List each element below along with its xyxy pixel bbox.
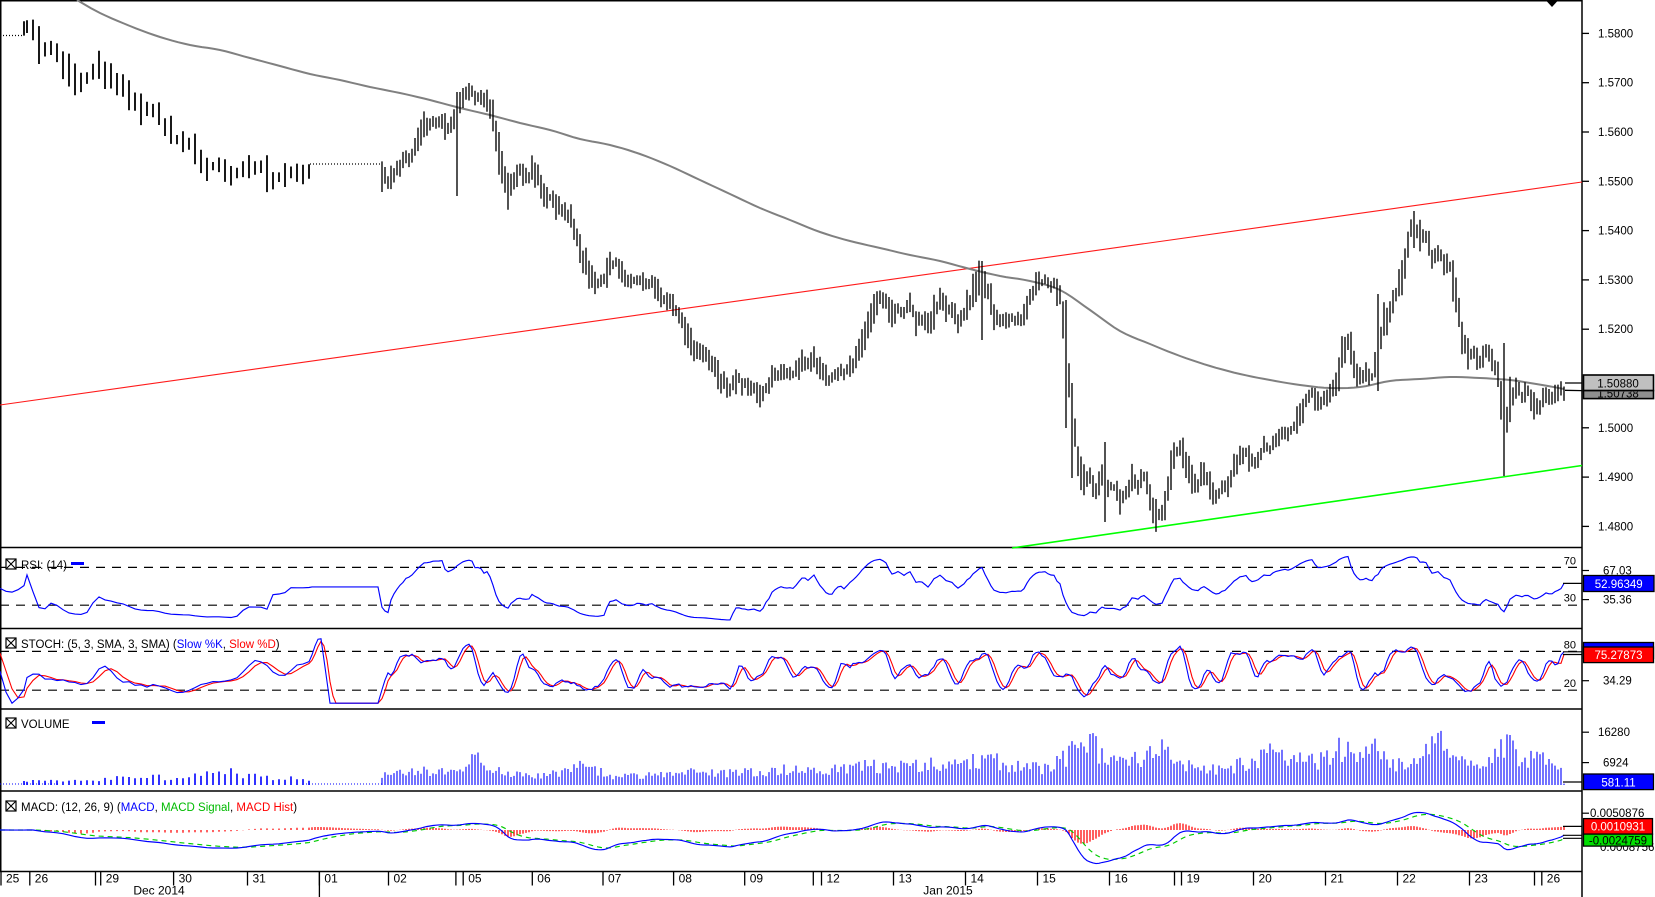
svg-text:02: 02	[394, 872, 408, 886]
svg-text:07: 07	[608, 872, 622, 886]
svg-text:26: 26	[1547, 872, 1561, 886]
svg-text:52.96349: 52.96349	[1595, 579, 1643, 591]
svg-text:70: 70	[1564, 556, 1576, 568]
svg-text:Jan 2015: Jan 2015	[923, 884, 973, 897]
svg-text:20: 20	[1564, 678, 1576, 690]
svg-text:6924: 6924	[1603, 758, 1629, 770]
svg-text:09: 09	[750, 872, 764, 886]
svg-text:01: 01	[324, 872, 338, 886]
svg-text:20: 20	[1259, 872, 1273, 886]
svg-text:0.0010931: 0.0010931	[1591, 822, 1645, 834]
svg-text:23: 23	[1475, 872, 1489, 886]
svg-text:1.5800: 1.5800	[1598, 28, 1633, 40]
svg-text:STOCH: (5, 3, SMA, 3, SMA) (Sl: STOCH: (5, 3, SMA, 3, SMA) (Slow %K, Slo…	[21, 639, 280, 651]
svg-text:1.50880: 1.50880	[1597, 379, 1639, 391]
svg-text:15: 15	[1043, 872, 1057, 886]
svg-text:13: 13	[899, 872, 913, 886]
svg-text:1.5200: 1.5200	[1598, 324, 1633, 336]
svg-text:16: 16	[1115, 872, 1129, 886]
svg-text:35.36: 35.36	[1603, 595, 1632, 607]
svg-text:19: 19	[1187, 872, 1201, 886]
svg-text:1.4900: 1.4900	[1598, 472, 1633, 484]
svg-text:1.5500: 1.5500	[1598, 176, 1633, 188]
svg-text:30: 30	[1564, 593, 1576, 605]
svg-text:67.03: 67.03	[1603, 566, 1632, 578]
svg-text:-0.0024759: -0.0024759	[1589, 835, 1647, 847]
svg-text:22: 22	[1403, 872, 1417, 886]
svg-text:1.5400: 1.5400	[1598, 226, 1633, 238]
svg-text:31: 31	[253, 872, 267, 886]
svg-text:1.5000: 1.5000	[1598, 423, 1633, 435]
svg-text:VOLUME: VOLUME	[21, 719, 70, 731]
svg-text:75.27873: 75.27873	[1595, 650, 1643, 662]
svg-text:RSI: (14): RSI: (14)	[21, 560, 67, 572]
svg-text:1.5600: 1.5600	[1598, 127, 1633, 139]
svg-text:34.29: 34.29	[1603, 676, 1632, 688]
svg-text:Dec 2014: Dec 2014	[133, 884, 185, 897]
svg-text:08: 08	[679, 872, 693, 886]
svg-text:16280: 16280	[1598, 727, 1630, 739]
svg-text:581.11: 581.11	[1601, 777, 1635, 789]
svg-text:12: 12	[827, 872, 841, 886]
svg-text:06: 06	[537, 872, 551, 886]
svg-text:0.0050876: 0.0050876	[1590, 808, 1644, 820]
svg-text:21: 21	[1331, 872, 1345, 886]
svg-text:1.5700: 1.5700	[1598, 78, 1633, 90]
svg-text:26: 26	[35, 872, 49, 886]
svg-text:29: 29	[106, 872, 120, 886]
svg-text:1.5300: 1.5300	[1598, 275, 1633, 287]
svg-text:80: 80	[1564, 639, 1576, 651]
svg-text:05: 05	[468, 872, 482, 886]
svg-text:1.50738: 1.50738	[1597, 389, 1639, 401]
svg-text:14: 14	[971, 872, 985, 886]
svg-text:25: 25	[6, 872, 20, 886]
svg-text:30: 30	[179, 872, 193, 886]
svg-text:1.4800: 1.4800	[1598, 521, 1633, 533]
svg-text:MACD: (12, 26, 9) (MACD, MACD: MACD: (12, 26, 9) (MACD, MACD Signal, MA…	[21, 802, 297, 814]
